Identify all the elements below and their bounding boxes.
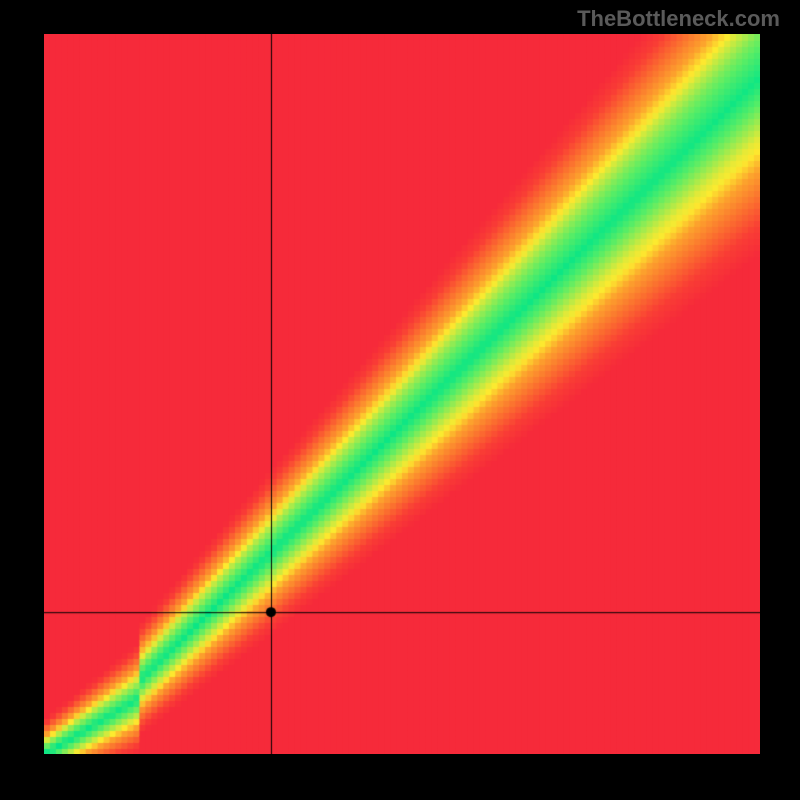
- heatmap-canvas: [44, 34, 760, 754]
- watermark-text: TheBottleneck.com: [577, 6, 780, 32]
- heatmap-plot: [44, 34, 760, 754]
